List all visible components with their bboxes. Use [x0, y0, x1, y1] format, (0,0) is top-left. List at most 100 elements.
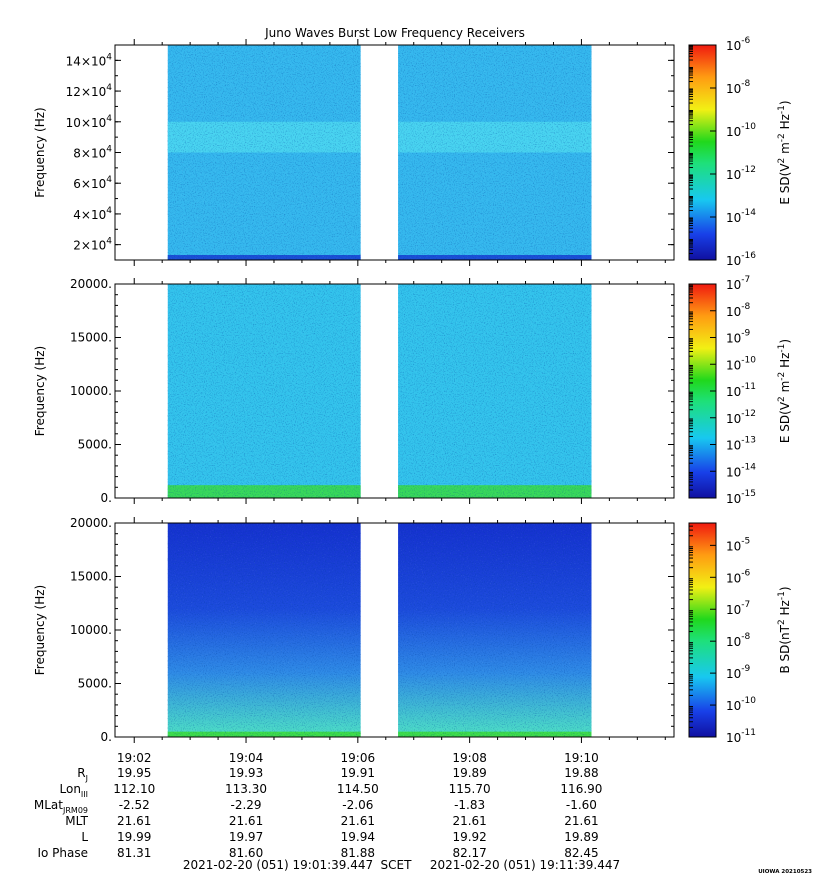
ephemeris-row-label: LonIII: [60, 782, 89, 799]
noise-texture-light: [167, 284, 361, 498]
ephemeris-value: 19.92: [452, 830, 486, 844]
ephemeris-value: 82.17: [452, 846, 486, 860]
noise-texture-light: [398, 45, 592, 260]
ephemeris-value: 21.61: [229, 814, 263, 828]
ephemeris-table: RJ 19.95 19.93 19.91 19.89 19.88 LonIII 112.10 1…: [34, 766, 603, 860]
y-tick-label: 10000.: [70, 384, 112, 398]
y-axis-label: Frequency (Hz): [33, 346, 47, 437]
spectrogram-segment: [398, 523, 592, 737]
y-axis-label: Frequency (Hz): [33, 107, 47, 198]
ephemeris-value: 114.50: [337, 782, 379, 796]
figure-title: Juno Waves Burst Low Frequency Receivers: [264, 26, 525, 40]
ephemeris-value: 19.91: [341, 766, 375, 780]
colorbar-tick-label: 10-10: [726, 355, 756, 372]
x-tick-label: 19:04: [229, 751, 264, 765]
colorbar-2: 10-7 10-8 10-9 10-10 10-11 10-12 10-13 10-14 10-…: [688, 275, 792, 506]
colorbar-label: E SD(V2 m-2 Hz-1): [777, 100, 792, 204]
colorbar-tick-label: 10-5: [726, 536, 750, 553]
ephemeris-value: 21.61: [452, 814, 486, 828]
ephemeris-value: 21.61: [341, 814, 375, 828]
colorbar-scale: [688, 44, 717, 261]
colorbar-tick-label: 10-8: [726, 632, 751, 649]
ephemeris-value: -2.52: [119, 798, 150, 812]
ephemeris-value: 21.61: [117, 814, 151, 828]
ephemeris-value: 82.45: [564, 846, 598, 860]
ephemeris-row-label: Io Phase: [37, 846, 88, 860]
ephemeris-value: -1.83: [454, 798, 485, 812]
y-tick-label: 5000.: [78, 677, 112, 691]
credit-stamp: UIOWA 20210523: [758, 869, 812, 875]
x-tick-label: 19:02: [117, 751, 152, 765]
time-range-footer: 2021-02-20 (051) 19:01:39.447 SCET 2021-…: [183, 858, 620, 872]
colorbar-tick-label: 10-14: [726, 462, 756, 479]
ephemeris-value: 81.31: [117, 846, 151, 860]
colorbar-tick-label: 10-7: [726, 600, 750, 617]
colorbar-tick-label: 10-10: [726, 696, 756, 713]
x-tick-label: 19:06: [341, 751, 376, 765]
spectrogram-segment: [167, 523, 361, 737]
y-tick-label: 10000.: [70, 623, 112, 637]
ephemeris-value: 19.95: [117, 766, 151, 780]
colorbar-tick-label: 10-11: [726, 382, 756, 399]
colorbar-tick-label: 10-14: [726, 208, 756, 225]
time-end: 2021-02-20 (051) 19:11:39.447: [430, 858, 620, 872]
colorbar-tick-label: 10-9: [726, 329, 751, 346]
spectrogram-panel-2: 0. 5000. 10000. 15000. 20000. Frequency (Hz) 1…: [33, 275, 792, 506]
colorbar-tick-label: 10-9: [726, 664, 751, 681]
ephemeris-value: 19.93: [229, 766, 263, 780]
colorbar-label: B SD(nT2 Hz-1): [777, 586, 792, 673]
colorbar-tick-label: 10-8: [726, 302, 751, 319]
ephemeris-value: 19.89: [564, 830, 598, 844]
spectrogram-segment: [398, 284, 592, 498]
y-tick-label: 0.: [101, 491, 112, 505]
colorbar-tick-label: 10-11: [726, 728, 756, 745]
colorbar-tick-label: 10-12: [726, 409, 756, 426]
ephemeris-value: 19.89: [452, 766, 486, 780]
ephemeris-value: 112.10: [113, 782, 155, 796]
y-tick-label: 12×104: [66, 83, 113, 99]
ephemeris-row-label: RJ: [77, 766, 88, 783]
colorbar-tick-label: 10-10: [726, 122, 756, 139]
ephemeris-row-label: MLatJRM09: [34, 798, 88, 815]
y-tick-label: 10×104: [66, 114, 113, 130]
x-tick-label: 19:08: [452, 751, 487, 765]
ephemeris-value: -1.60: [566, 798, 597, 812]
colorbar-tick-label: 10-13: [726, 436, 756, 453]
y-tick-label: 20000.: [70, 516, 112, 530]
panels: 2×104 4×104 6×104 8×104 10×104 12×104 14×104 Fr…: [33, 36, 792, 745]
ephemeris-value: 116.90: [560, 782, 602, 796]
colorbar-tick-label: 10-6: [726, 568, 751, 585]
ephemeris-value: -2.06: [342, 798, 373, 812]
colorbar-tick-label: 10-16: [726, 251, 756, 268]
colorbar-tick-label: 10-6: [726, 36, 751, 53]
y-axis-label: Frequency (Hz): [33, 585, 47, 676]
y-tick-label: 5000.: [78, 438, 112, 452]
spectrogram-segment: [167, 45, 361, 260]
spectrogram-panel-3: 0. 5000. 10000. 15000. 20000. Frequency (Hz) 1…: [33, 516, 792, 745]
y-tick-label: 20000.: [70, 277, 112, 291]
colorbar-tick-label: 10-7: [726, 275, 750, 292]
time-system: SCET: [381, 858, 413, 872]
y-tick-label: 0.: [101, 730, 112, 744]
ephemeris-value: -2.29: [230, 798, 261, 812]
ephemeris-row-label: MLT: [65, 814, 88, 828]
ephemeris-value: 19.99: [117, 830, 151, 844]
ephemeris-value: 19.88: [564, 766, 598, 780]
spectrogram-segment: [167, 284, 361, 498]
ephemeris-row-label: L: [81, 830, 88, 844]
noise-texture-light: [167, 45, 361, 260]
spectrogram-segment: [398, 45, 592, 260]
ephemeris-value: 19.94: [341, 830, 375, 844]
y-tick-label: 15000.: [70, 331, 112, 345]
ephemeris-value: 19.97: [229, 830, 263, 844]
colorbar-tick-label: 10-12: [726, 165, 756, 182]
colorbar-1: 10-6 10-8 10-10 10-12 10-14 10-16 E SD(V2 m-2 …: [688, 36, 792, 268]
noise-texture-light: [398, 284, 592, 498]
colorbar-scale: [688, 522, 717, 738]
y-tick-label: 6×104: [73, 175, 112, 191]
ephemeris-value: 115.70: [449, 782, 491, 796]
ephemeris-value: 21.61: [564, 814, 598, 828]
y-tick-label: 8×104: [73, 145, 112, 161]
ephemeris-value: 81.60: [229, 846, 263, 860]
